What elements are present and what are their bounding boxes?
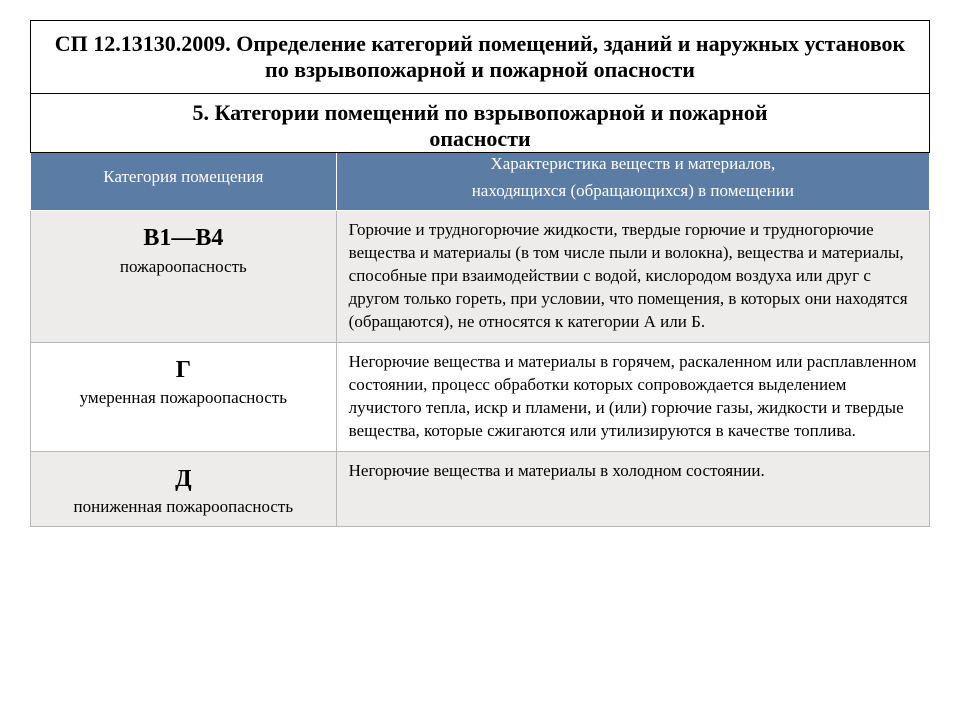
category-letter: Д [43,466,324,492]
col-header-category: Категория помещения [31,144,337,211]
table-row: Г умеренная пожароопасность Негорючие ве… [31,343,930,452]
col-header-desc-line2: находящихся (обращающихся) в помещении [472,181,794,200]
description-cell: Горючие и трудногорючие жидкости, тверды… [336,211,929,343]
categories-table: Категория помещения Характеристика вещес… [30,143,930,527]
description-text: Горючие и трудногорючие жидкости, тверды… [349,220,908,331]
table-row: Д пониженная пожароопасность Негорючие в… [31,451,930,526]
category-letter: Г [43,357,324,383]
table-header-row: Категория помещения Характеристика вещес… [31,144,930,211]
category-cell: В1—В4 пожароопасность [31,211,337,343]
section-spill-word: опасности [429,126,530,152]
description-text: Негорючие вещества и материалы в горячем… [349,352,917,440]
col-header-description: Характеристика веществ и материалов, нах… [336,144,929,211]
category-cell: Д пониженная пожароопасность [31,451,337,526]
category-cell: Г умеренная пожароопасность [31,343,337,452]
col-header-category-text: Категория помещения [103,167,263,186]
category-letter: В1—В4 [43,225,324,251]
category-subtitle: умеренная пожароопасность [43,387,324,409]
category-subtitle: пониженная пожароопасность [43,496,324,518]
section-prefix: 5. Категории помещений по взрывопожарной… [192,100,767,125]
title-text: СП 12.13130.2009. Определение категорий … [55,31,905,82]
description-text: Негорючие вещества и материалы в холодно… [349,461,765,480]
category-subtitle: пожароопасность [43,256,324,278]
document-title: СП 12.13130.2009. Определение категорий … [30,20,930,93]
categories-table-wrap: Категория помещения Характеристика вещес… [30,143,930,527]
description-cell: Негорючие вещества и материалы в холодно… [336,451,929,526]
section-heading: 5. Категории помещений по взрывопожарной… [30,93,930,153]
table-row: В1—В4 пожароопасность Горючие и трудного… [31,211,930,343]
col-header-desc-line1: Характеристика веществ и материалов, [490,154,775,173]
description-cell: Негорючие вещества и материалы в горячем… [336,343,929,452]
